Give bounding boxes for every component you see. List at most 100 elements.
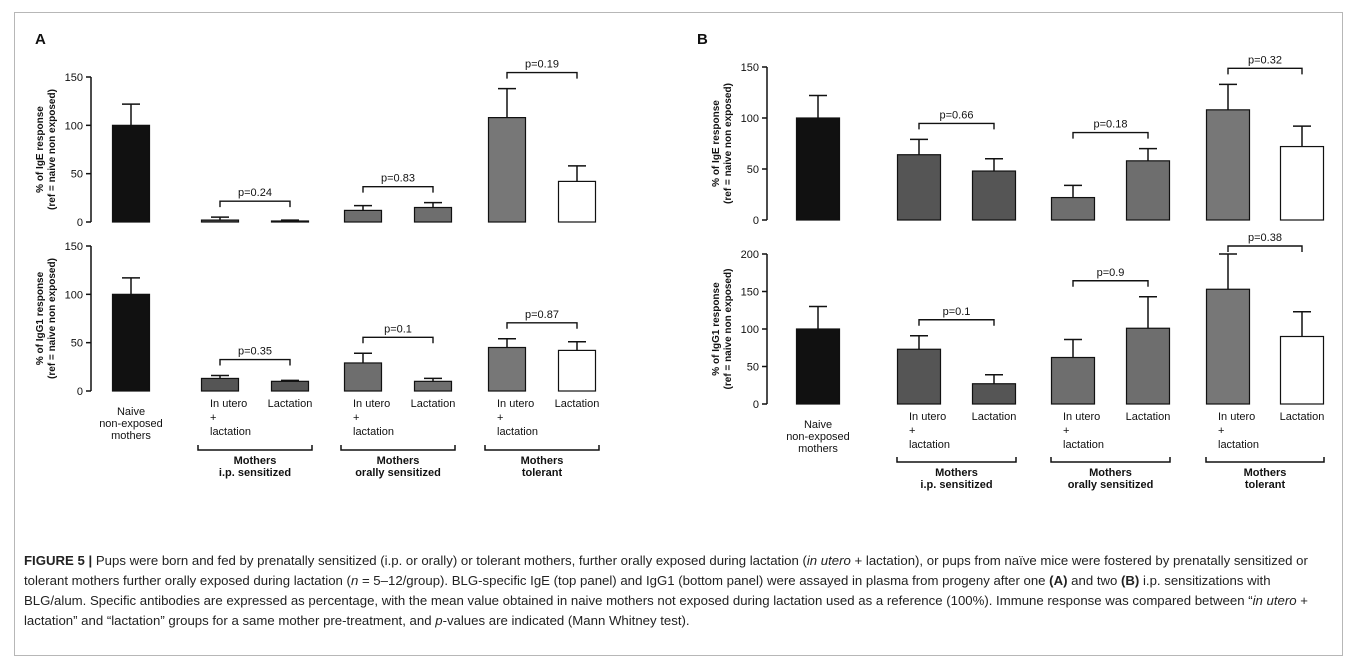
y-tick-label: 0 — [753, 215, 759, 227]
y-axis-label: % of IgG1 response(ref = naive non expos… — [711, 269, 734, 390]
bar — [971, 170, 1017, 221]
y-axis-label-line: (ref = naive non exposed) — [723, 269, 734, 390]
pvalue-label: p=0.9 — [1097, 267, 1125, 279]
bar — [200, 377, 240, 392]
pvalue-bracket — [219, 358, 291, 366]
group-label-B: Mothers — [1089, 467, 1132, 479]
y-tick-label: 50 — [747, 164, 759, 176]
y-tick-label: 100 — [741, 113, 759, 125]
x-label-in-utero-B: In utero — [1218, 411, 1255, 423]
x-label-lactation-A: Lactation — [555, 398, 600, 410]
y-tick-label: 100 — [65, 120, 83, 132]
y-axis-label-line: % of IgG1 response — [35, 271, 46, 365]
group-label-A: tolerant — [522, 467, 563, 479]
bar — [795, 328, 841, 405]
caption-italic: n — [350, 573, 359, 588]
x-label-in-utero-A: In utero — [210, 398, 247, 410]
x-label-in-utero-A: In utero — [353, 398, 390, 410]
pvalue-label: p=0.66 — [940, 109, 974, 121]
bar — [111, 124, 151, 223]
chart-B-IgG1: 0 50 100 150 200 % of IgG1 response(ref = nai… — [711, 232, 1325, 411]
panel-letter-B: B — [697, 31, 708, 48]
bar — [270, 380, 310, 392]
pvalue-bracket — [1227, 67, 1303, 75]
group-label-A: Mothers — [377, 455, 420, 467]
caption-italic: in utero — [1252, 593, 1297, 608]
bar — [1125, 327, 1171, 405]
group-bracket-B — [1205, 457, 1325, 463]
x-label-in-utero-B: lactation — [909, 439, 950, 451]
pvalue-bracket — [1227, 245, 1303, 252]
x-label-lactation-B: Lactation — [1280, 411, 1325, 423]
bar — [1279, 145, 1325, 221]
caption-text: = 5–12/group). BLG-specific IgE (top pan… — [358, 573, 1050, 588]
pvalue-bracket — [918, 122, 995, 130]
y-axis-label-line: (ref = naive non exposed) — [723, 83, 734, 204]
caption-text: Pups were born and fed by prenatally sen… — [92, 553, 807, 568]
pvalue-bracket — [506, 322, 578, 329]
group-label-A: orally sensitized — [355, 467, 441, 479]
x-label-in-utero-B: In utero — [1063, 411, 1100, 423]
bar — [971, 383, 1017, 405]
caption-text: and two — [1067, 573, 1122, 588]
caption-text: + lactation” and “lactation” groups for … — [24, 593, 1308, 628]
y-axis-label: % of IgE response(ref = naive non expose… — [711, 83, 734, 204]
group-label-A: Mothers — [521, 455, 564, 467]
x-label-in-utero-A: In utero — [497, 398, 534, 410]
pvalue-bracket — [918, 319, 995, 326]
x-label-in-utero-B: + — [909, 425, 915, 437]
group-bracket-A — [484, 445, 600, 451]
group-label-B: tolerant — [1245, 479, 1286, 491]
caption-text: + lactation), or pups from naïve mice we… — [24, 553, 1308, 588]
y-axis-label: % of IgE response(ref = naive non expose… — [35, 89, 58, 210]
pvalue-label: p=0.24 — [238, 187, 272, 199]
x-label-lactation-A: Lactation — [268, 398, 313, 410]
x-label-naive-A: non-exposed — [99, 418, 163, 430]
bar — [413, 206, 453, 223]
caption-text: -values are indicated (Mann Whitney test… — [442, 613, 690, 628]
bar — [1279, 335, 1325, 405]
group-label-B: Mothers — [1244, 467, 1287, 479]
x-label-naive-B: non-exposed — [786, 431, 850, 443]
x-label-in-utero-A: lactation — [497, 426, 538, 438]
y-axis-label-line: % of IgE response — [35, 106, 46, 193]
bar — [795, 117, 841, 221]
group-bracket-A — [340, 445, 456, 451]
bar — [1050, 356, 1096, 405]
bar — [1125, 160, 1171, 221]
pvalue-bracket — [1072, 280, 1149, 287]
caption-italic: in utero — [806, 553, 851, 568]
y-tick-label: 100 — [65, 289, 83, 301]
y-tick-label: 50 — [71, 338, 83, 350]
y-tick-label: 150 — [741, 62, 759, 74]
panel-letter-A: A — [35, 31, 46, 48]
bar — [557, 180, 597, 223]
bar — [413, 380, 453, 392]
bar — [1050, 196, 1096, 221]
x-label-in-utero-A: + — [497, 412, 503, 424]
x-label-in-utero-A: + — [210, 412, 216, 424]
pvalue-bracket — [506, 71, 578, 79]
y-tick-label: 200 — [741, 249, 759, 261]
bar — [1205, 109, 1251, 221]
pvalue-label: p=0.19 — [525, 59, 559, 71]
y-tick-label: 0 — [77, 217, 83, 229]
group-label-A: i.p. sensitized — [219, 467, 291, 479]
group-label-A: Mothers — [234, 455, 277, 467]
y-axis-label-line: (ref = naive non exposed) — [47, 258, 58, 379]
bar — [557, 349, 597, 392]
bar — [896, 154, 942, 221]
y-axis-label-line: % of IgG1 response — [711, 282, 722, 376]
pvalue-bracket — [219, 200, 291, 208]
group-label-B: orally sensitized — [1068, 479, 1154, 491]
bar — [200, 219, 240, 223]
y-tick-label: 150 — [65, 241, 83, 253]
caption-figure-label: FIGURE 5 | — [24, 553, 93, 568]
bar — [343, 362, 383, 392]
x-label-in-utero-B: In utero — [909, 411, 946, 423]
y-tick-label: 100 — [741, 324, 759, 336]
pvalue-label: p=0.35 — [238, 346, 272, 358]
bar — [343, 209, 383, 223]
chart-A-IgE: 0 50 100 150 % of IgE response(ref = naive n… — [35, 59, 597, 229]
